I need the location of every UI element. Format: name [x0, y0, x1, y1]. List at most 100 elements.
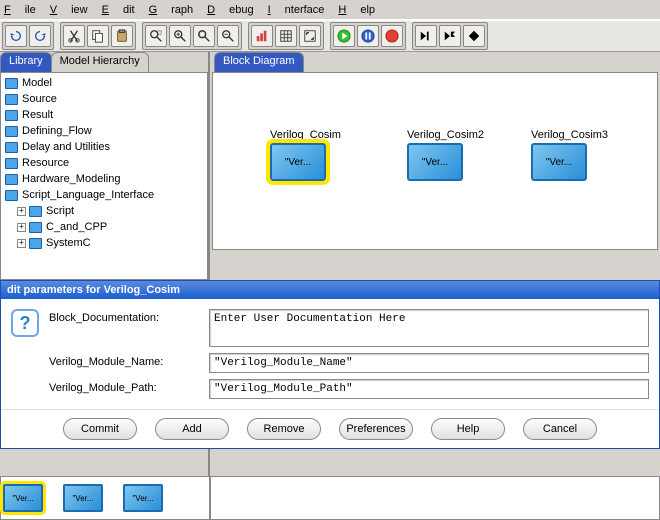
block-label: Verilog_Cosim3 — [531, 129, 608, 141]
tree-item-label: SystemC — [46, 237, 91, 249]
commit-button[interactable]: Commit — [63, 418, 137, 440]
tree-item-label: Model — [22, 77, 52, 89]
stop-button[interactable] — [381, 25, 403, 47]
paste-button[interactable] — [111, 25, 133, 47]
thumbnail-strip: "Ver... "Ver... "Ver... — [0, 476, 210, 520]
pause-button[interactable] — [357, 25, 379, 47]
expander-icon[interactable]: + — [17, 239, 26, 248]
go-end-button[interactable] — [415, 25, 437, 47]
expander-icon[interactable]: + — [17, 223, 26, 232]
block-verilog_cosim2[interactable]: Verilog_Cosim2"Ver... — [407, 129, 484, 181]
tree-item-defining_flow[interactable]: Defining_Flow — [3, 123, 205, 139]
expander-icon[interactable]: + — [17, 207, 26, 216]
diamond-button[interactable] — [463, 25, 485, 47]
tree-item-delay and utilities[interactable]: Delay and Utilities — [3, 139, 205, 155]
dialog-row: Verilog_Module_Name:"Verilog_Module_Name… — [49, 353, 649, 373]
tree-item-resource[interactable]: Resource — [3, 155, 205, 171]
thumbnail[interactable]: "Ver... — [123, 484, 163, 512]
field-input[interactable]: "Verilog_Module_Path" — [209, 379, 649, 399]
zoom-in-area-button[interactable] — [145, 25, 167, 47]
zoom-in-button[interactable] — [169, 25, 191, 47]
toolbar-group — [142, 22, 242, 50]
grid-button[interactable] — [275, 25, 297, 47]
folder-icon — [5, 110, 18, 121]
block-box[interactable]: "Ver... — [407, 143, 463, 181]
tree-item-hardware_modeling[interactable]: Hardware_Modeling — [3, 171, 205, 187]
right-bottom-panel — [210, 476, 660, 520]
library-tree[interactable]: Model Source Result Defining_Flow Delay and … — [0, 72, 208, 280]
tree-item-script_language_interface[interactable]: Script_Language_Interface — [3, 187, 205, 203]
undo-button[interactable] — [5, 25, 27, 47]
menu-edit[interactable]: Edit — [102, 4, 135, 16]
tree-item-label: C_and_CPP — [46, 221, 107, 233]
block-box[interactable]: "Ver... — [531, 143, 587, 181]
dialog-fields: Block_Documentation:Enter User Documenta… — [49, 309, 649, 405]
block-verilog_cosim[interactable]: Verilog_Cosim "Ver... — [270, 129, 341, 181]
cut-button[interactable] — [63, 25, 85, 47]
fit-button[interactable] — [299, 25, 321, 47]
field-input[interactable]: Enter User Documentation Here — [209, 309, 649, 347]
menu-graph[interactable]: Graph — [149, 4, 194, 16]
field-label: Verilog_Module_Path: — [49, 379, 209, 394]
cancel-button[interactable]: Cancel — [523, 418, 597, 440]
folder-icon — [5, 158, 18, 169]
toolbar-group — [330, 22, 406, 50]
tree-item-c_and_cpp[interactable]: + C_and_CPP — [3, 219, 205, 235]
block-box[interactable]: "Ver... — [270, 143, 326, 181]
dialog-body: ? Block_Documentation:Enter User Documen… — [1, 299, 659, 409]
menu-interface[interactable]: Interface — [268, 4, 325, 16]
zoom-out-button[interactable] — [217, 25, 239, 47]
block-diagram-canvas[interactable]: Verilog_Cosim"Ver...Verilog_Cosim2"Ver..… — [212, 72, 658, 250]
menu-debug[interactable]: Debug — [207, 4, 253, 16]
block-label: Verilog_Cosim — [270, 129, 341, 141]
help-icon[interactable]: ? — [11, 309, 39, 337]
toolbar-group — [248, 22, 324, 50]
tree-item-label: Hardware_Modeling — [22, 173, 120, 185]
tree-item-label: Source — [22, 93, 57, 105]
tree-item-systemc[interactable]: + SystemC — [3, 235, 205, 251]
tree-item-source[interactable]: Source — [3, 91, 205, 107]
help-button[interactable]: Help — [431, 418, 505, 440]
tab-library[interactable]: Library — [0, 52, 52, 72]
tree-item-model[interactable]: Model — [3, 75, 205, 91]
play-button[interactable] — [333, 25, 355, 47]
zoom-window-button[interactable] — [193, 25, 215, 47]
folder-icon — [29, 206, 42, 217]
dialog-row: Verilog_Module_Path:"Verilog_Module_Path… — [49, 379, 649, 399]
folder-icon — [5, 126, 18, 137]
flag-end-button[interactable] — [439, 25, 461, 47]
dialog-buttons: Commit Add Remove Preferences Help Cancel — [1, 409, 659, 448]
tab-model-hierarchy[interactable]: Model Hierarchy — [51, 52, 149, 72]
chart-button[interactable] — [251, 25, 273, 47]
tree-item-label: Delay and Utilities — [22, 141, 110, 153]
toolbar — [0, 20, 660, 52]
tab-block-diagram[interactable]: Block Diagram — [214, 52, 304, 72]
remove-button[interactable]: Remove — [247, 418, 321, 440]
folder-icon — [29, 222, 42, 233]
tree-item-label: Resource — [22, 157, 69, 169]
block-verilog_cosim3[interactable]: Verilog_Cosim3 "Ver... — [531, 129, 608, 181]
left-tabs: LibraryModel Hierarchy — [0, 52, 208, 72]
menu-file[interactable]: File — [4, 4, 36, 16]
folder-icon — [5, 174, 18, 185]
thumbnail[interactable]: "Ver... — [3, 484, 43, 512]
folder-icon — [29, 238, 42, 249]
add-button[interactable]: Add — [155, 418, 229, 440]
preferences-button[interactable]: Preferences — [339, 418, 413, 440]
toolbar-group — [412, 22, 488, 50]
field-input[interactable]: "Verilog_Module_Name" — [209, 353, 649, 373]
tree-item-result[interactable]: Result — [3, 107, 205, 123]
thumbnail[interactable]: "Ver... — [63, 484, 103, 512]
dialog-row: Block_Documentation:Enter User Documenta… — [49, 309, 649, 347]
right-tabs: Block Diagram — [210, 52, 660, 72]
tree-item-label: Result — [22, 109, 53, 121]
tree-item-label: Script_Language_Interface — [22, 189, 154, 201]
redo-button[interactable] — [29, 25, 51, 47]
menu-help[interactable]: Help — [338, 4, 375, 16]
dialog-title: dit parameters for Verilog_Cosim — [1, 281, 659, 299]
tree-item-script[interactable]: + Script — [3, 203, 205, 219]
menu-view[interactable]: View — [50, 4, 88, 16]
tree-item-label: Script — [46, 205, 74, 217]
toolbar-group — [60, 22, 136, 50]
copy-button[interactable] — [87, 25, 109, 47]
